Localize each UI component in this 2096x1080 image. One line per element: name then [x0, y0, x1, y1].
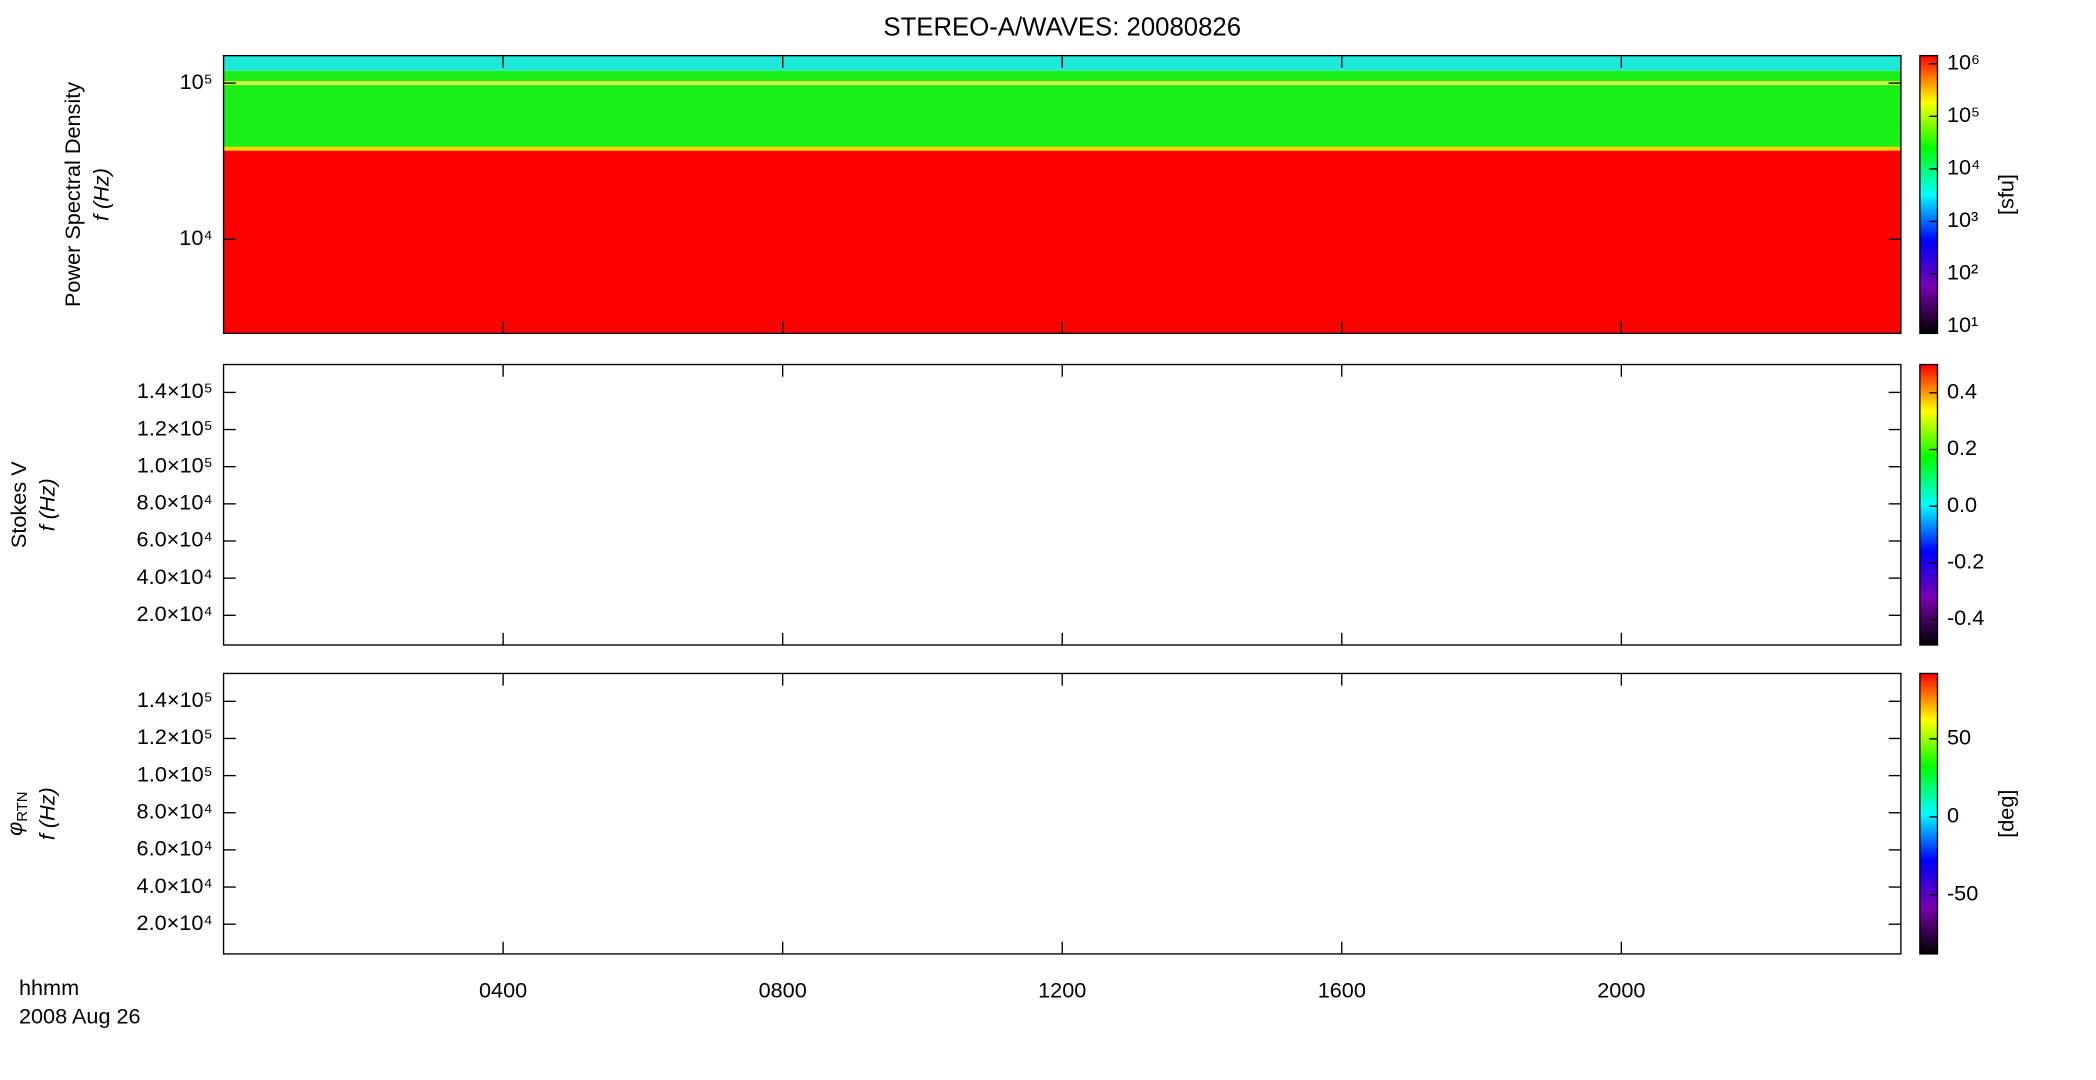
y-tick-label: 6.0×10⁴	[137, 836, 213, 861]
y-tick-label: 1.2×10⁵	[137, 415, 213, 440]
y-axis-label: φRTN	[2, 791, 31, 835]
colorbar-tick-label: 10⁶	[1947, 50, 1980, 75]
chart-title: STEREO-A/WAVES: 20080826	[883, 13, 1241, 41]
colorbar	[1919, 363, 1939, 646]
y-tick-label: 1.4×10⁵	[137, 687, 213, 712]
x-tick-label: 1200	[1038, 978, 1086, 1003]
y-axis-label: f (Hz)	[34, 478, 59, 531]
y-tick-label: 10⁴	[179, 225, 212, 250]
colorbar	[1919, 54, 1939, 335]
y-axis-symbol: φ	[2, 822, 27, 836]
colorbar-tick-label: 10⁵	[1947, 102, 1980, 127]
y-tick-label: 2.0×10⁴	[137, 910, 213, 935]
date-label: 2008 Aug 26	[19, 1003, 141, 1028]
colorbar-tick-label: -0.4	[1947, 605, 1984, 630]
plot-frame	[222, 363, 1902, 646]
y-tick-label: 4.0×10⁴	[137, 873, 213, 898]
colorbar-tick-label: 0.2	[1947, 435, 1977, 460]
y-tick-label: 1.4×10⁵	[137, 378, 213, 403]
y-axis-label: Power Spectral Density	[60, 82, 85, 307]
x-axis-label: hhmm	[19, 975, 79, 1000]
plot-frame	[222, 672, 1902, 955]
colorbar-label: [deg]	[1994, 790, 2019, 838]
colorbar-tick-label: 50	[1947, 725, 1971, 750]
y-tick-label: 1.2×10⁵	[137, 724, 213, 749]
y-tick-label: 1.0×10⁵	[137, 452, 213, 477]
plot-area	[223, 55, 1901, 334]
x-tick-label: 2000	[1597, 978, 1645, 1003]
y-tick-label: 2.0×10⁴	[137, 601, 213, 626]
colorbar-tick-label: 0.4	[1947, 379, 1977, 404]
y-axis-label: f (Hz)	[34, 787, 59, 840]
y-tick-label: 1.0×10⁵	[137, 761, 213, 786]
y-tick-label: 8.0×10⁴	[137, 798, 213, 823]
colorbar-tick-label: 0	[1947, 803, 1959, 828]
spectrum-band	[223, 148, 1901, 334]
x-tick-label: 0800	[759, 978, 807, 1003]
colorbar-tick-label: -0.2	[1947, 549, 1984, 574]
y-axis-label: f (Hz)	[89, 168, 114, 221]
y-tick-label: 8.0×10⁴	[137, 490, 213, 515]
colorbar-tick-label: 10⁴	[1947, 155, 1980, 180]
x-tick-label: 0400	[479, 978, 527, 1003]
colorbar-tick-label: 10²	[1947, 260, 1978, 285]
x-tick-label: 1600	[1318, 978, 1366, 1003]
y-axis-label: Stokes V	[6, 461, 31, 548]
colorbar-label: [sfu]	[1994, 174, 2019, 215]
colorbar-tick-label: -50	[1947, 880, 1978, 905]
y-tick-label: 4.0×10⁴	[137, 564, 213, 589]
colorbar-tick-label: 0.0	[1947, 492, 1977, 517]
y-tick-label: 6.0×10⁴	[137, 527, 213, 552]
colorbar-tick-label: 10¹	[1947, 312, 1978, 337]
y-tick-label: 10⁵	[180, 69, 213, 94]
colorbar	[1919, 672, 1939, 955]
y-axis-subscript: RTN	[15, 791, 31, 821]
colorbar-tick-label: 10³	[1947, 207, 1978, 232]
